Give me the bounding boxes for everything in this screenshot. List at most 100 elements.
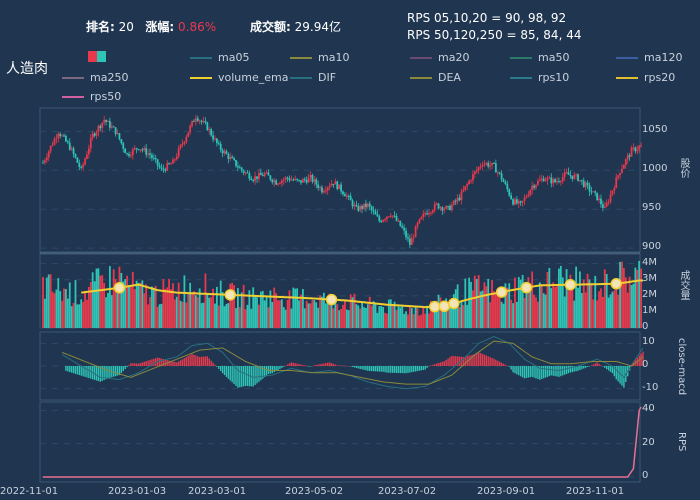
candle-body — [326, 187, 329, 191]
volume-bar — [512, 303, 514, 328]
candle-body — [468, 180, 471, 185]
candle-body — [439, 207, 442, 209]
legend-item-rps10[interactable]: rps10 — [510, 71, 569, 84]
legend-item-rps50[interactable]: rps50 — [62, 90, 121, 103]
volume-bar — [544, 294, 547, 328]
volume-bar — [353, 293, 356, 328]
legend-swatch — [616, 77, 638, 79]
macd-histogram-bar — [281, 366, 283, 368]
candle-body — [601, 204, 604, 208]
volume-bar — [275, 293, 278, 328]
macd-histogram-bar — [588, 366, 591, 367]
volume-highlight-point — [610, 278, 622, 290]
macd-histogram-bar — [583, 366, 585, 369]
legend-item-rps20[interactable]: rps20 — [616, 71, 675, 84]
macd-histogram-bar — [313, 365, 316, 366]
legend-item-ma05[interactable]: ma05 — [190, 51, 249, 64]
candle-body — [143, 148, 146, 150]
macd-histogram-bar — [498, 361, 501, 366]
macd-histogram-bar — [424, 366, 426, 370]
volume-bar — [338, 310, 341, 328]
candle-body — [47, 151, 50, 158]
macd-histogram-bar — [263, 366, 266, 378]
volume-bar — [472, 290, 474, 328]
legend-label: ma05 — [218, 51, 250, 64]
legend-item-ma10[interactable]: ma10 — [290, 51, 349, 64]
macd-histogram-bar — [376, 366, 379, 372]
macd-histogram-bar — [97, 366, 100, 382]
candle-body — [162, 168, 165, 170]
volume-bar — [128, 285, 130, 328]
legend-item-DIF[interactable]: DIF — [290, 71, 336, 84]
volume-bar — [139, 282, 142, 328]
candle-body — [548, 177, 551, 179]
volume-bar — [143, 293, 146, 328]
candle-body — [263, 173, 266, 177]
volume-bar — [624, 277, 627, 328]
candle-body — [298, 179, 300, 181]
macd-histogram-bar — [86, 366, 88, 378]
candle-body — [493, 162, 495, 164]
candle-body — [208, 129, 211, 131]
volume-bar — [237, 288, 239, 328]
candle-body — [151, 154, 153, 158]
macd-histogram-bar — [382, 366, 384, 372]
macd-histogram-bar — [441, 361, 444, 366]
legend-item-volume_ema[interactable]: volume_ema — [190, 71, 288, 84]
candle-body — [95, 131, 98, 136]
volume-bar — [74, 280, 77, 328]
volume-bar — [510, 299, 513, 328]
legend-item-ma50[interactable]: ma50 — [510, 51, 569, 64]
volume-bar — [68, 282, 71, 328]
candle-body — [416, 222, 419, 227]
macd-histogram-bar — [325, 363, 327, 366]
volume-bar — [397, 306, 400, 328]
volume-bar — [640, 268, 642, 328]
macd-histogram-bar — [128, 365, 130, 366]
volume-bar — [311, 299, 314, 328]
volume-bar — [470, 281, 472, 328]
macd-histogram-bar — [512, 366, 514, 373]
volume-bar — [286, 300, 289, 328]
volume-bar — [122, 281, 125, 328]
volume-bar — [466, 304, 469, 328]
volume-bar — [393, 301, 396, 328]
volume-bar — [361, 303, 364, 328]
macd-histogram-bar — [288, 363, 291, 366]
candle-body — [485, 162, 488, 164]
candle-body — [189, 125, 192, 133]
candle-body — [481, 165, 484, 167]
macd-histogram-bar — [328, 362, 331, 366]
candle-body — [349, 195, 352, 201]
legend-item-ma20[interactable]: ma20 — [410, 51, 469, 64]
candle-body — [122, 143, 125, 149]
volume-bar — [51, 291, 54, 328]
volume-bar — [540, 285, 543, 328]
macd-histogram-bar — [451, 355, 453, 366]
volume-tick-label: 4M — [642, 256, 657, 268]
volume-bar — [529, 286, 532, 328]
legend-label: DEA — [438, 71, 461, 84]
macd-histogram-bar — [315, 364, 317, 366]
volume-bar — [347, 310, 350, 328]
volume-bar — [44, 298, 46, 328]
candle-body — [598, 198, 600, 201]
macd-histogram-bar — [520, 366, 522, 377]
candle-body — [336, 181, 339, 189]
dea-line — [61, 340, 644, 385]
volume-bar — [332, 308, 335, 328]
macd-histogram-bar — [210, 360, 212, 366]
macd-histogram-bar — [598, 363, 600, 366]
volume-bar — [258, 304, 260, 328]
panel-frame-3 — [39, 401, 641, 483]
macd-histogram-bar — [474, 354, 476, 366]
legend-item-ma250[interactable]: ma250 — [62, 71, 128, 84]
legend-item-ma120[interactable]: ma120 — [616, 51, 682, 64]
macd-histogram-bar — [508, 366, 510, 367]
candle-body — [451, 204, 453, 211]
legend-item-DEA[interactable]: DEA — [410, 71, 461, 84]
macd-histogram-bar — [65, 366, 67, 371]
volume-bar — [330, 294, 333, 328]
price-tick-label: 900 — [642, 241, 662, 253]
macd-histogram-bar — [487, 356, 489, 366]
